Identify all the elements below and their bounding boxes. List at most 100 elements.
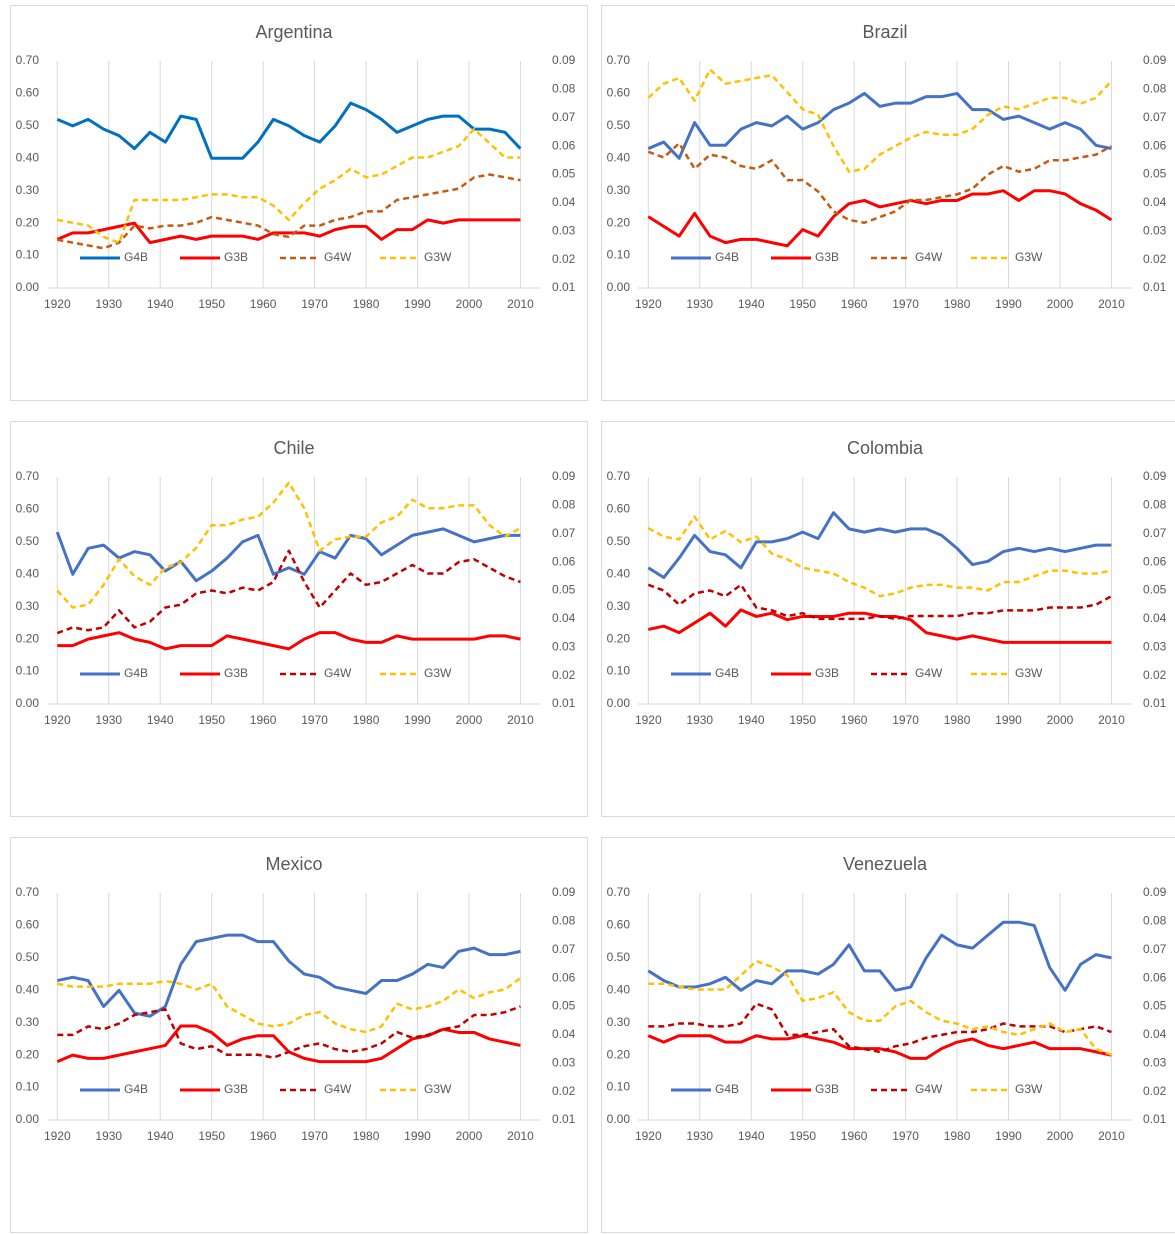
y2-tick-label: 0.03 bbox=[1143, 639, 1167, 653]
y2-tick-label: 0.02 bbox=[1143, 1084, 1167, 1098]
y-tick-label: 0.10 bbox=[607, 248, 631, 262]
x-tick-label: 2000 bbox=[1047, 297, 1074, 311]
y2-tick-label: 0.07 bbox=[552, 526, 576, 540]
y-tick-label: 0.20 bbox=[607, 215, 631, 229]
y-tick-label: 0.70 bbox=[607, 885, 631, 899]
series-line bbox=[647, 189, 1113, 248]
y-tick-label: 0.60 bbox=[607, 918, 631, 932]
x-tick-label: 2010 bbox=[507, 297, 534, 311]
y2-tick-label: 0.01 bbox=[552, 1112, 576, 1126]
y2-tick-label: 0.06 bbox=[1143, 970, 1167, 984]
x-tick-label: 1970 bbox=[301, 297, 328, 311]
x-tick-label: 1920 bbox=[635, 297, 662, 311]
y-tick-label: 0.60 bbox=[607, 502, 631, 516]
panel: Brazil 1920 1930 1940 1950 1960 1970 1980 1990 20… bbox=[601, 5, 1175, 401]
series-line bbox=[56, 101, 522, 160]
y2-tick-label: 0.09 bbox=[1143, 469, 1167, 483]
series-line bbox=[647, 91, 1112, 160]
legend-label: G4B bbox=[715, 1082, 739, 1096]
y-tick-label: 0.10 bbox=[607, 664, 631, 678]
panel-border bbox=[10, 421, 588, 817]
y2-tick-label: 0.03 bbox=[1143, 223, 1167, 237]
y-tick-label: 0.20 bbox=[16, 215, 40, 229]
series-line bbox=[648, 1002, 1112, 1054]
legend-label: G3W bbox=[1015, 666, 1043, 680]
series-line bbox=[57, 1005, 521, 1059]
x-tick-label: 2000 bbox=[1047, 1129, 1074, 1143]
x-tick-label: 1950 bbox=[789, 1129, 816, 1143]
x-tick-label: 2000 bbox=[1047, 713, 1074, 727]
x-tick-label: 1970 bbox=[892, 1129, 919, 1143]
y-tick-label: 0.60 bbox=[607, 86, 631, 100]
legend-label: G4W bbox=[324, 250, 352, 264]
y2-tick-label: 0.06 bbox=[1143, 554, 1167, 568]
y2-tick-label: 0.09 bbox=[1143, 53, 1167, 67]
x-tick-label: 1960 bbox=[841, 1129, 868, 1143]
legend-label: G3B bbox=[815, 250, 839, 264]
y-tick-label: 0.30 bbox=[607, 599, 631, 613]
y2-tick-label: 0.04 bbox=[1143, 611, 1167, 625]
panel-border bbox=[10, 5, 588, 401]
y2-tick-label: 0.01 bbox=[1143, 696, 1167, 710]
x-tick-label: 1990 bbox=[404, 713, 431, 727]
y-tick-label: 0.70 bbox=[607, 53, 631, 67]
chart-title: Colombia bbox=[847, 438, 924, 458]
x-tick-label: 1980 bbox=[944, 297, 971, 311]
y2-tick-label: 0.08 bbox=[552, 498, 576, 512]
y-tick-label: 0.00 bbox=[16, 280, 40, 294]
series-line bbox=[647, 515, 1112, 598]
y2-tick-label: 0.02 bbox=[1143, 668, 1167, 682]
y-tick-label: 0.20 bbox=[607, 631, 631, 645]
y2-tick-label: 0.03 bbox=[552, 1055, 576, 1069]
x-tick-label: 2010 bbox=[1098, 713, 1125, 727]
y-tick-label: 0.70 bbox=[607, 469, 631, 483]
y-tick-label: 0.10 bbox=[16, 664, 40, 678]
x-tick-label: 1950 bbox=[789, 297, 816, 311]
x-tick-label: 1980 bbox=[353, 297, 380, 311]
x-tick-label: 1950 bbox=[198, 297, 225, 311]
y2-tick-label: 0.08 bbox=[1143, 498, 1167, 512]
y2-tick-label: 0.01 bbox=[1143, 280, 1167, 294]
panel-border bbox=[601, 421, 1175, 817]
y2-tick-label: 0.06 bbox=[552, 554, 576, 568]
y2-tick-label: 0.07 bbox=[552, 110, 576, 124]
series-line bbox=[56, 481, 522, 609]
series-line bbox=[55, 527, 521, 583]
x-tick-label: 2000 bbox=[456, 1129, 483, 1143]
x-tick-label: 1930 bbox=[95, 713, 122, 727]
series-line bbox=[647, 511, 1112, 580]
x-tick-label: 1940 bbox=[738, 1129, 765, 1143]
x-tick-label: 1920 bbox=[44, 713, 71, 727]
legend-label: G4B bbox=[124, 250, 148, 264]
y2-tick-label: 0.09 bbox=[1143, 885, 1167, 899]
y2-tick-label: 0.05 bbox=[552, 999, 576, 1013]
y-tick-label: 0.00 bbox=[16, 696, 40, 710]
y-tick-label: 0.00 bbox=[607, 1112, 631, 1126]
series-line bbox=[56, 933, 521, 1018]
y2-tick-label: 0.07 bbox=[552, 942, 576, 956]
y-tick-label: 0.00 bbox=[16, 1112, 40, 1126]
series-line bbox=[647, 1034, 1112, 1060]
y2-tick-label: 0.04 bbox=[552, 195, 576, 209]
x-tick-label: 1960 bbox=[250, 1129, 277, 1143]
legend-label: G3B bbox=[224, 666, 248, 680]
y2-tick-label: 0.07 bbox=[1143, 110, 1167, 124]
y-tick-label: 0.60 bbox=[16, 502, 40, 516]
y-tick-label: 0.70 bbox=[16, 885, 40, 899]
y-tick-label: 0.60 bbox=[16, 86, 40, 100]
y2-tick-label: 0.03 bbox=[552, 223, 576, 237]
x-tick-label: 2010 bbox=[507, 1129, 534, 1143]
x-tick-label: 1970 bbox=[301, 1129, 328, 1143]
y2-tick-label: 0.01 bbox=[552, 280, 576, 294]
x-tick-label: 1920 bbox=[635, 1129, 662, 1143]
y2-tick-label: 0.05 bbox=[552, 167, 576, 181]
x-tick-label: 1930 bbox=[686, 297, 713, 311]
x-tick-label: 1950 bbox=[198, 713, 225, 727]
x-tick-label: 1990 bbox=[995, 1129, 1022, 1143]
y-tick-label: 0.20 bbox=[16, 631, 40, 645]
series-line bbox=[648, 959, 1112, 1056]
series-line bbox=[647, 68, 1113, 173]
x-tick-label: 1960 bbox=[841, 713, 868, 727]
x-tick-label: 1920 bbox=[44, 1129, 71, 1143]
